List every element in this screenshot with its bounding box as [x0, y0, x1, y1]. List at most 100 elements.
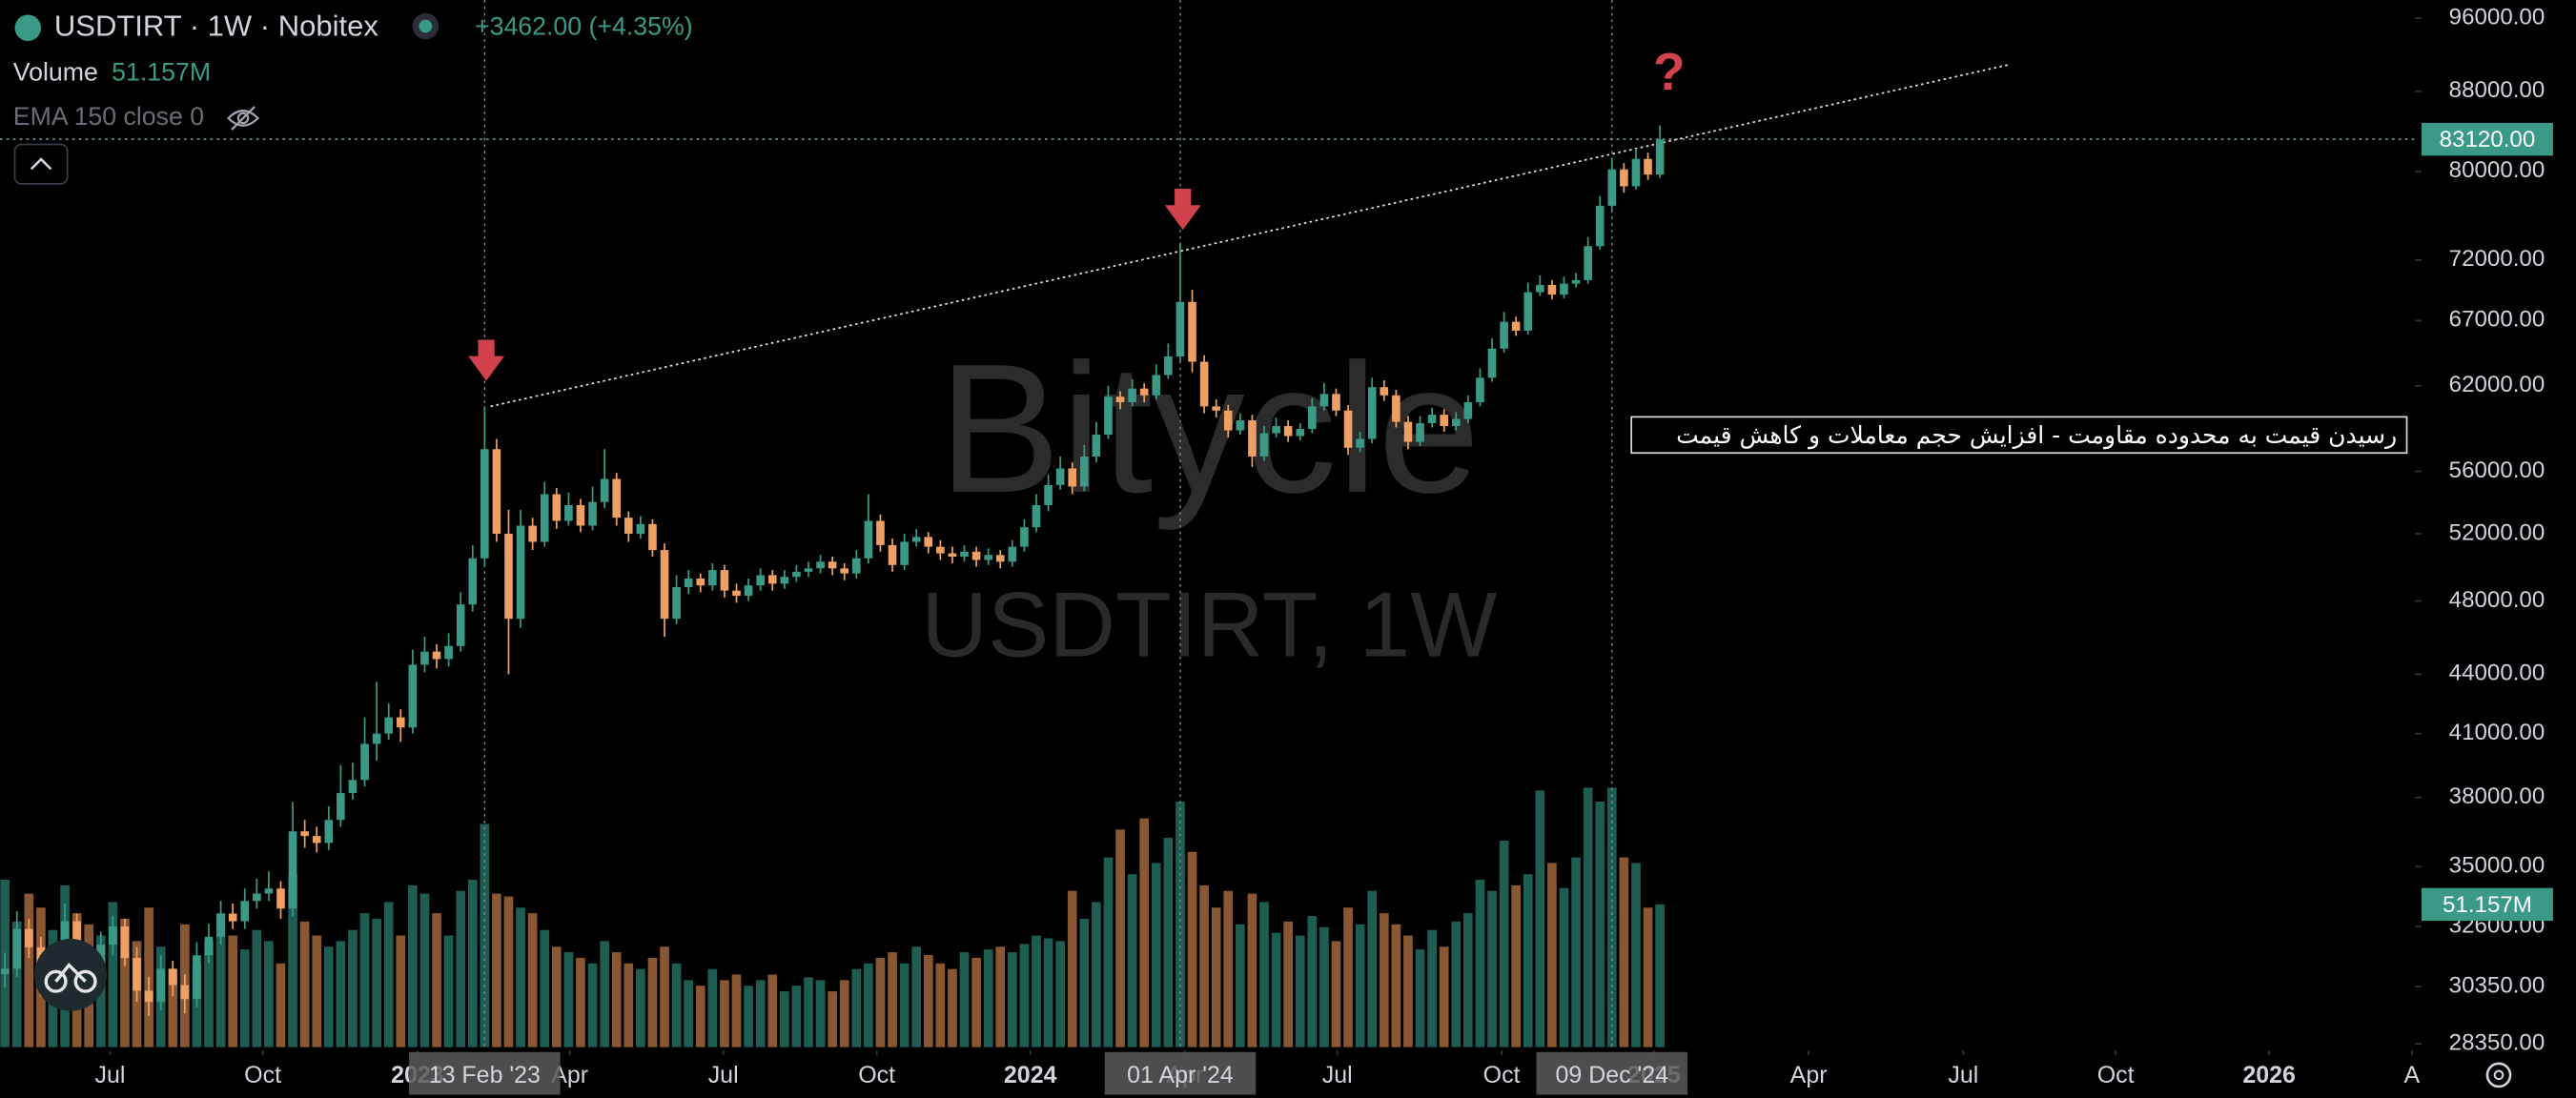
- candle-body: [300, 831, 309, 837]
- candle-body: [1620, 169, 1628, 187]
- candle-body: [612, 478, 622, 518]
- candle-body: [240, 901, 250, 922]
- volume-bar: [600, 941, 609, 1047]
- volume-bar: [948, 968, 957, 1047]
- volume-bar: [443, 935, 454, 1047]
- candle-body: [696, 579, 705, 586]
- x-tick-label: Jul: [708, 1062, 739, 1088]
- settings-icon[interactable]: [2485, 1062, 2512, 1088]
- candle-body: [600, 478, 609, 502]
- x-tick-label: Jul: [1948, 1062, 1978, 1088]
- symbol-title[interactable]: USDTIRT · 1W · Nobitex: [54, 9, 379, 42]
- volume-bar: [1655, 904, 1665, 1047]
- candle-body: [792, 571, 801, 578]
- last-volume-box: [2422, 887, 2553, 922]
- collapse-button[interactable]: [13, 143, 69, 185]
- candle-body: [1319, 394, 1329, 407]
- settings-icon-center: [2493, 1069, 2504, 1081]
- candle-body: [1139, 388, 1149, 396]
- candle-body: [1068, 468, 1077, 487]
- volume-legend[interactable]: Volume: [13, 58, 98, 87]
- candle-body: [1523, 292, 1533, 331]
- candle-body: [995, 555, 1005, 562]
- candle-body: [133, 958, 141, 991]
- y-tick-label: 88000.00: [2449, 77, 2545, 103]
- last-volume-label: 51.157M: [2443, 892, 2532, 918]
- volume-bar: [480, 824, 490, 1047]
- candle-body: [1607, 169, 1617, 206]
- volume-bar: [587, 963, 598, 1047]
- candle-body: [504, 533, 513, 620]
- volume-bar: [911, 946, 922, 1047]
- x-tick-label: A: [2404, 1062, 2421, 1088]
- marker-label: 13 Feb '23: [429, 1062, 541, 1088]
- volume-bar: [540, 929, 550, 1047]
- candle-body: [1547, 284, 1557, 295]
- hide-icon[interactable]: [226, 106, 260, 131]
- volume-bar: [660, 946, 669, 1047]
- candle-body: [1427, 415, 1437, 424]
- x-tick-label: Apr: [1790, 1062, 1828, 1088]
- candle-body: [492, 449, 501, 534]
- volume-bar: [899, 963, 910, 1047]
- volume-bar: [1631, 863, 1641, 1047]
- brand-logo-mark: [44, 962, 97, 993]
- volume-bar: [744, 986, 753, 1047]
- candle-body: [1296, 429, 1305, 437]
- volume-bar: [647, 957, 658, 1047]
- volume-bar: [720, 980, 729, 1047]
- candle-body: [1272, 426, 1280, 434]
- candle-body: [708, 570, 717, 586]
- volume-bar: [1043, 938, 1053, 1047]
- candle-body: [408, 664, 418, 728]
- volume-bar: [467, 879, 478, 1047]
- candle-body: [1020, 527, 1029, 547]
- volume-bar: [276, 963, 286, 1047]
- volume-bar: [1067, 890, 1077, 1047]
- candle-body: [1008, 546, 1017, 562]
- volume-bar: [516, 907, 525, 1047]
- candle-body: [1236, 420, 1245, 431]
- candle-body: [1416, 423, 1424, 442]
- candle-body: [948, 553, 957, 558]
- candle-body: [348, 780, 358, 794]
- x-tick-label: Oct: [858, 1062, 895, 1088]
- candle-body: [720, 570, 729, 591]
- candle-body: [193, 955, 201, 1000]
- candle-body: [1463, 402, 1473, 419]
- volume-bar: [767, 974, 778, 1047]
- candle-body: [936, 546, 945, 554]
- candle-body: [660, 550, 669, 620]
- candle-body: [1476, 377, 1484, 403]
- candle-body: [1631, 158, 1641, 187]
- candle-body: [911, 537, 921, 542]
- x-tick-label: Jul: [95, 1062, 126, 1088]
- volume-bar: [1259, 902, 1269, 1047]
- volume-bar: [1295, 935, 1305, 1047]
- status-dot-inner: [419, 19, 433, 33]
- ema-legend[interactable]: EMA 150 close 0: [13, 102, 204, 131]
- candle-body: [528, 525, 537, 542]
- volume-bar: [731, 974, 742, 1047]
- candle-body: [576, 504, 585, 526]
- volume-bar: [1055, 941, 1065, 1047]
- candle-body: [900, 541, 909, 565]
- y-tick-label: 30350.00: [2449, 972, 2545, 998]
- volume-bar: [348, 929, 358, 1047]
- volume-bar: [11, 921, 22, 1047]
- candle-body: [924, 537, 933, 547]
- candle-body: [756, 575, 765, 586]
- volume-bar: [1535, 790, 1545, 1047]
- volume-bar: [1547, 863, 1557, 1047]
- candle-body: [840, 568, 849, 574]
- volume-bar: [1331, 941, 1341, 1047]
- candle-body: [540, 494, 549, 542]
- watermark-subtitle: USDTIRT, 1W: [921, 574, 1497, 676]
- candle-body: [144, 990, 153, 1003]
- candle-body: [684, 579, 693, 587]
- candle-body: [648, 523, 657, 551]
- overlay: ? رسیدن قیمت به محدوده مقاومت - افزایش ح…: [13, 4, 2576, 1098]
- candle-body: [1511, 321, 1521, 331]
- volume-bar: [1415, 949, 1425, 1047]
